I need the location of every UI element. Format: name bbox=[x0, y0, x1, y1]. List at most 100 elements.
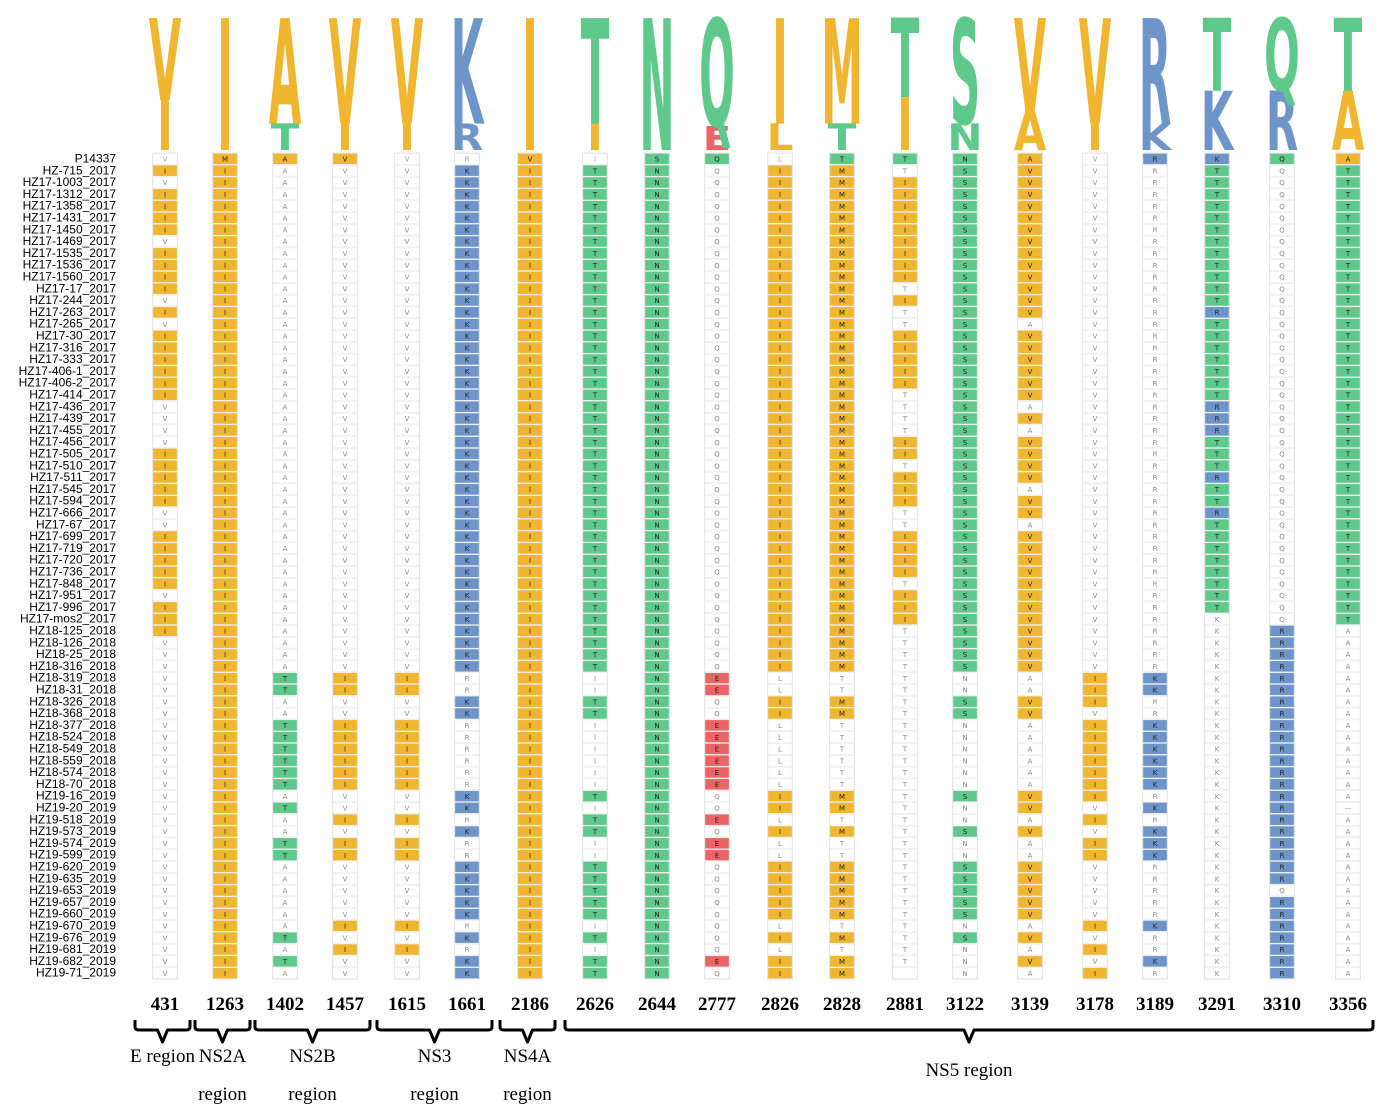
alignment-cell bbox=[212, 648, 238, 661]
cell-residue: I bbox=[529, 687, 531, 695]
alignment-cell bbox=[454, 613, 480, 625]
cell-residue: I bbox=[1094, 722, 1096, 730]
cell-residue: Q bbox=[714, 439, 720, 447]
alignment-cell bbox=[1082, 554, 1108, 566]
alignment-cell bbox=[454, 342, 480, 354]
alignment-cell bbox=[892, 342, 918, 354]
alignment-cell bbox=[517, 696, 543, 708]
alignment-cell bbox=[272, 342, 298, 354]
cell-residue: Q bbox=[714, 557, 720, 565]
alignment-cell bbox=[517, 766, 543, 779]
alignment-cell bbox=[1017, 283, 1043, 295]
cell-residue: I bbox=[594, 946, 596, 954]
cell-residue: M bbox=[839, 179, 845, 187]
alignment-cell bbox=[582, 306, 608, 318]
alignment-cell bbox=[1142, 908, 1168, 920]
cell-residue: I bbox=[529, 769, 531, 777]
cell-residue: N bbox=[654, 923, 659, 931]
logo-letter: I bbox=[399, 118, 415, 160]
cell-residue: V bbox=[405, 285, 410, 293]
cell-residue: N bbox=[962, 156, 967, 164]
alignment-cell bbox=[829, 247, 855, 259]
cell-residue: K bbox=[465, 285, 470, 293]
alignment-cell bbox=[704, 176, 730, 189]
cell-residue: A bbox=[1028, 840, 1033, 848]
cell-residue: K bbox=[1153, 746, 1158, 754]
cell-residue: T bbox=[1214, 557, 1220, 565]
logo-letter: E bbox=[703, 120, 732, 158]
position-label: 3310 bbox=[1263, 994, 1301, 1015]
cell-residue: R bbox=[1153, 698, 1158, 706]
alignment-cell bbox=[644, 790, 670, 802]
alignment-cell bbox=[454, 790, 480, 802]
cell-residue: I bbox=[779, 215, 781, 223]
cell-residue: A bbox=[283, 887, 288, 895]
alignment-cell bbox=[394, 389, 420, 401]
cell-residue: T bbox=[1345, 250, 1351, 258]
alignment-cell bbox=[582, 743, 608, 755]
cell-residue: Q bbox=[1279, 226, 1285, 234]
alignment-cell bbox=[212, 884, 238, 897]
cell-residue: I bbox=[224, 604, 226, 612]
alignment-cell bbox=[1082, 530, 1108, 543]
alignment-cell bbox=[212, 684, 238, 696]
cell-residue: E bbox=[715, 816, 719, 824]
alignment-cell bbox=[1204, 200, 1230, 212]
alignment-cell bbox=[582, 424, 608, 436]
alignment-cell bbox=[767, 200, 793, 212]
cell-residue: I bbox=[224, 226, 226, 234]
alignment-cell bbox=[332, 566, 358, 578]
cell-residue: K bbox=[465, 462, 470, 470]
cell-residue: S bbox=[963, 580, 968, 588]
alignment-cell bbox=[517, 896, 543, 908]
cell-residue: T bbox=[282, 687, 288, 695]
cell-residue: V bbox=[405, 958, 410, 966]
cell-residue: T bbox=[1214, 167, 1220, 175]
alignment-cell bbox=[829, 873, 855, 885]
cell-residue: I bbox=[779, 934, 781, 942]
cell-residue: R bbox=[1153, 427, 1158, 435]
position-label: 3139 bbox=[1011, 994, 1049, 1015]
sample-name: HZ18-368_2018 bbox=[29, 706, 116, 720]
cell-residue: R bbox=[1153, 262, 1158, 270]
cell-residue: R bbox=[1153, 887, 1158, 895]
alignment-cell bbox=[1082, 460, 1108, 472]
alignment-cell bbox=[212, 578, 238, 590]
cell-residue: K bbox=[465, 451, 470, 459]
alignment-cell bbox=[644, 625, 670, 637]
alignment-cell bbox=[704, 755, 730, 767]
cell-residue: Q bbox=[714, 580, 720, 588]
alignment-cell bbox=[332, 353, 358, 366]
alignment-cell bbox=[704, 294, 730, 307]
alignment-cell bbox=[829, 625, 855, 637]
alignment-cell bbox=[454, 648, 480, 661]
alignment-cell bbox=[212, 259, 238, 271]
cell-residue: I bbox=[904, 250, 906, 258]
alignment-cell bbox=[767, 306, 793, 318]
alignment-cell bbox=[1082, 601, 1108, 613]
cell-residue: I bbox=[779, 557, 781, 565]
cell-residue: I bbox=[904, 238, 906, 246]
cell-residue: I bbox=[529, 722, 531, 730]
alignment-cell bbox=[394, 153, 420, 165]
alignment-cell bbox=[1204, 224, 1230, 236]
alignment-cell bbox=[829, 884, 855, 897]
cell-residue: T bbox=[1345, 297, 1351, 305]
alignment-cell bbox=[1142, 554, 1168, 566]
alignment-cell bbox=[517, 530, 543, 543]
cell-residue: N bbox=[654, 250, 659, 258]
region-annotations: E region NS2AregionNS2BregionNS3regionNS4… bbox=[130, 1020, 1375, 1105]
cell-residue: V bbox=[343, 250, 348, 258]
cell-residue: I bbox=[529, 604, 531, 612]
cell-residue: V bbox=[1028, 887, 1033, 895]
alignment-cell bbox=[644, 224, 670, 236]
alignment-cell bbox=[644, 967, 670, 979]
cell-residue: K bbox=[465, 793, 470, 801]
cell-residue: M bbox=[839, 651, 845, 659]
logo-letter: N bbox=[947, 118, 982, 160]
alignment-cell bbox=[892, 814, 918, 826]
cell-residue: T bbox=[1345, 580, 1351, 588]
alignment-cell bbox=[454, 519, 480, 531]
alignment-cell bbox=[644, 389, 670, 401]
cell-residue: A bbox=[1346, 970, 1351, 978]
